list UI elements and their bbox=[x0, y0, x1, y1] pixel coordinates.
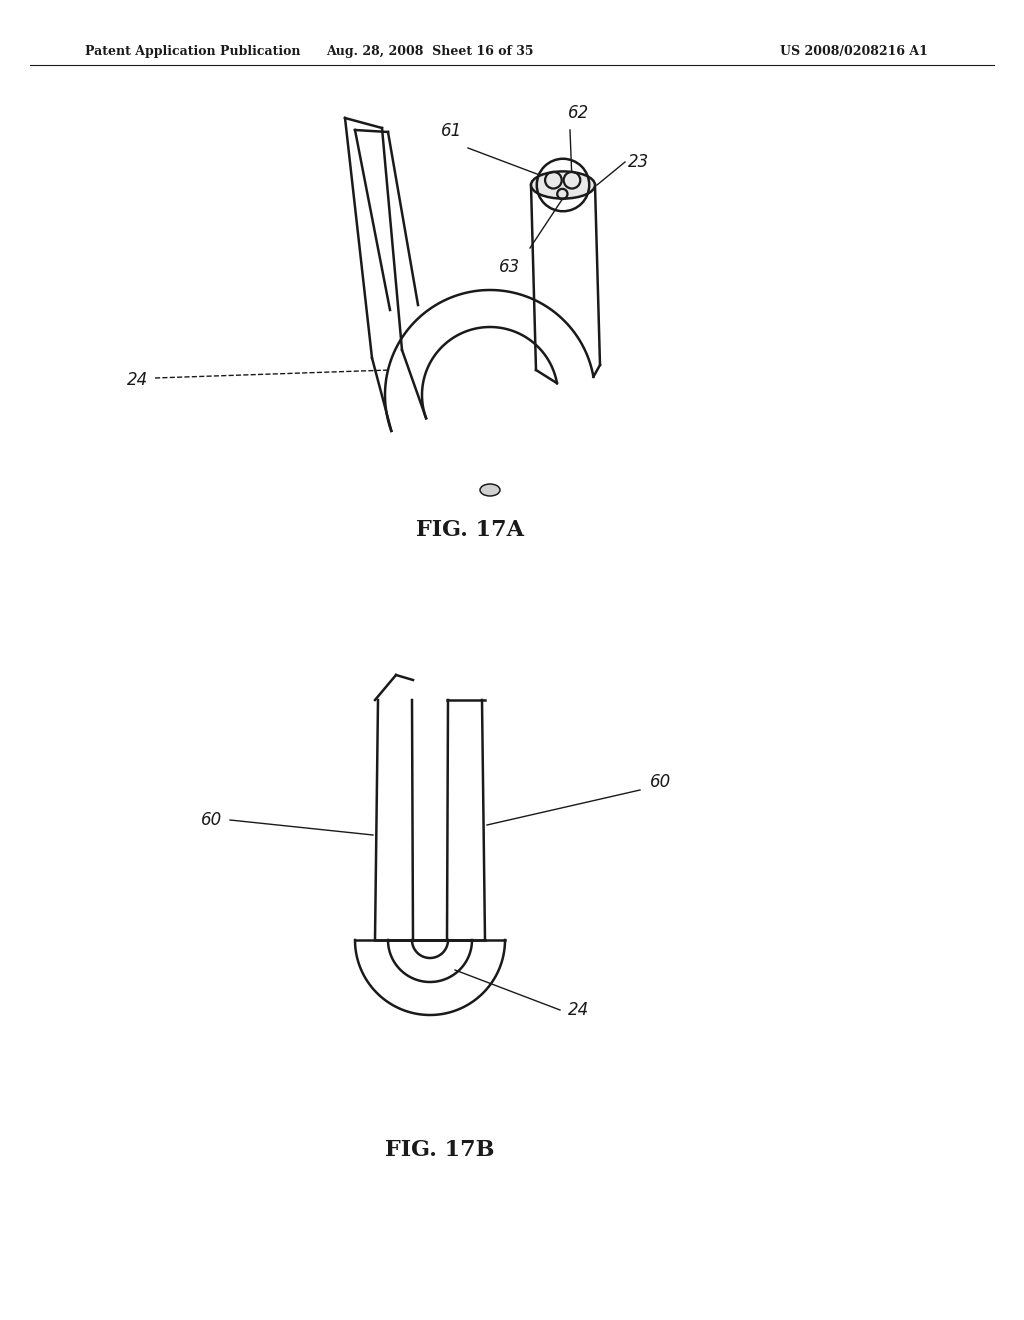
Text: 60: 60 bbox=[650, 774, 672, 791]
Text: 60: 60 bbox=[201, 810, 222, 829]
Text: 62: 62 bbox=[568, 104, 589, 121]
Text: 61: 61 bbox=[440, 121, 462, 140]
Ellipse shape bbox=[531, 172, 595, 198]
Ellipse shape bbox=[480, 484, 500, 496]
Text: 24: 24 bbox=[568, 1001, 589, 1019]
Text: 24: 24 bbox=[127, 371, 148, 389]
Text: 63: 63 bbox=[499, 257, 520, 276]
Text: FIG. 17B: FIG. 17B bbox=[385, 1139, 495, 1162]
Text: Aug. 28, 2008  Sheet 16 of 35: Aug. 28, 2008 Sheet 16 of 35 bbox=[327, 45, 534, 58]
Text: US 2008/0208216 A1: US 2008/0208216 A1 bbox=[780, 45, 928, 58]
Text: 23: 23 bbox=[628, 153, 649, 172]
Text: Patent Application Publication: Patent Application Publication bbox=[85, 45, 300, 58]
Text: FIG. 17A: FIG. 17A bbox=[416, 519, 524, 541]
